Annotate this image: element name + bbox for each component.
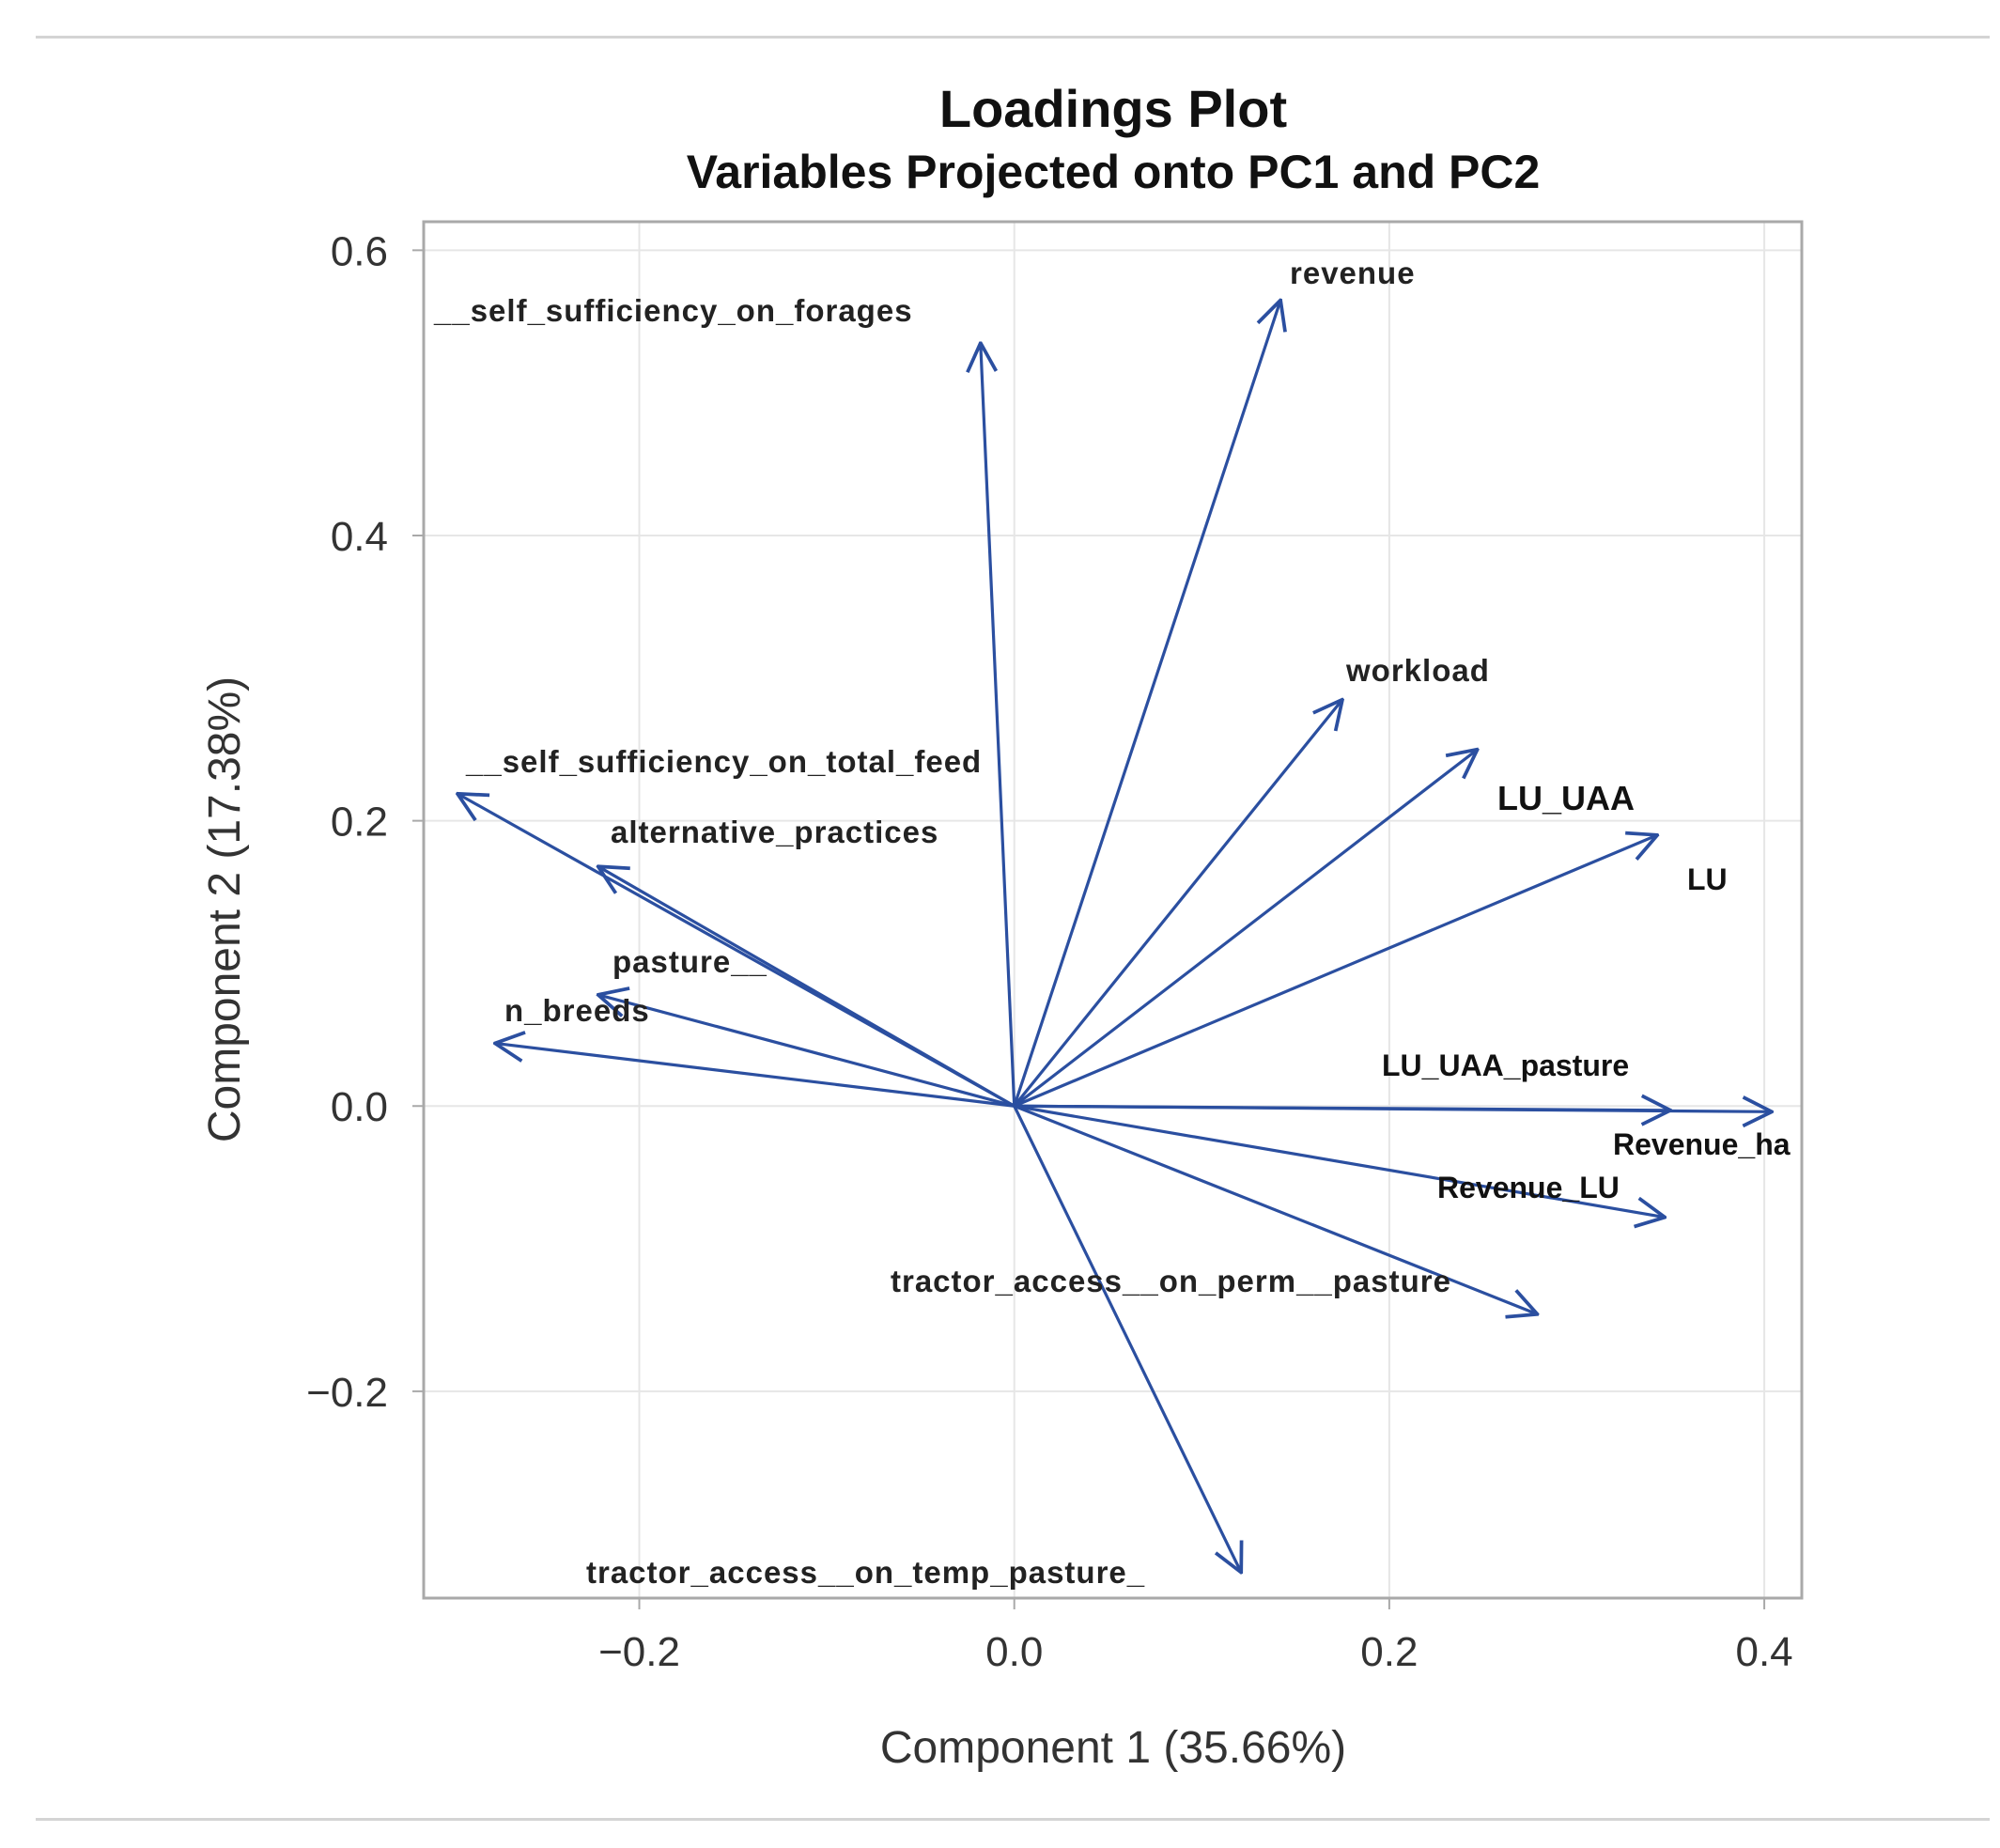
label-tractor-temp-pasture: tractor_access__on_temp_pasture_ — [586, 1555, 1145, 1590]
label-tractor-perm-pasture: tractor_access__on_perm__pasture — [891, 1264, 1451, 1298]
label-self-sufficiency-total-feed: __self_sufficiency_on_total_feed — [465, 744, 982, 779]
label-self-sufficiency-forages: __self_sufficiency_on_forages — [433, 293, 913, 328]
label-lu-uaa: LU_UAA — [1497, 779, 1635, 817]
x-tick-label: 0.2 — [1360, 1629, 1418, 1675]
x-axis-label: Component 1 (35.66%) — [880, 1723, 1346, 1773]
chart-title: Loadings Plot — [939, 79, 1287, 138]
top-divider — [36, 36, 1990, 39]
y-tick-label: 0.6 — [331, 228, 388, 274]
vector-pasture — [598, 995, 1016, 1108]
y-tick-label: 0.4 — [331, 514, 388, 560]
label-alternative-practices: alternative_practices — [611, 815, 938, 849]
bottom-divider — [36, 1818, 1990, 1821]
x-tick-label: 0.0 — [985, 1629, 1043, 1675]
label-n-breeds: n_breeds — [504, 993, 650, 1028]
loading-vectors — [457, 300, 1772, 1572]
vector-revenue-lu — [1013, 1104, 1666, 1217]
y-tick-label: 0.0 — [331, 1084, 388, 1130]
y-tick-label: 0.2 — [331, 800, 388, 846]
y-tick-label: −0.2 — [306, 1370, 388, 1416]
plot-frame — [422, 220, 1804, 1600]
vector-self-sufficiency-on-forages — [981, 343, 1016, 1108]
x-tick-label: −0.2 — [598, 1629, 680, 1675]
vector-lu-uaa — [1013, 750, 1478, 1108]
label-workload: workload — [1345, 653, 1490, 688]
label-lu: LU — [1687, 862, 1728, 896]
vector-tractor-access-on-perm-pasture — [1013, 1104, 1538, 1314]
vector-n-breeds — [495, 1043, 1016, 1108]
y-axis-label: Component 2 (17.38%) — [200, 676, 250, 1142]
vector-tractor-access-on-temp-pasture — [1013, 1104, 1242, 1572]
vector-revenue-ha — [1013, 1106, 1772, 1111]
label-revenue-lu: Revenue_LU — [1437, 1171, 1620, 1204]
grid-lines — [424, 222, 1802, 1598]
vector-alternative-practices — [598, 866, 1016, 1108]
label-pasture: pasture__ — [612, 944, 767, 979]
vector-lu — [1013, 835, 1658, 1108]
x-tick-label: 0.4 — [1735, 1629, 1792, 1675]
vector-revenue — [1013, 300, 1280, 1108]
label-lu-uaa-pasture: LU_UAA_pasture — [1382, 1048, 1629, 1082]
label-revenue: revenue — [1290, 256, 1416, 290]
chart-subtitle: Variables Projected onto PC1 and PC2 — [687, 146, 1541, 198]
label-revenue-ha: Revenue_ha — [1613, 1127, 1791, 1161]
vector-workload — [1013, 700, 1342, 1108]
axis-ticks: −0.2 0.0 0.2 0.4 −0.2 0.0 0.2 0.4 0.6 — [306, 228, 1793, 1675]
